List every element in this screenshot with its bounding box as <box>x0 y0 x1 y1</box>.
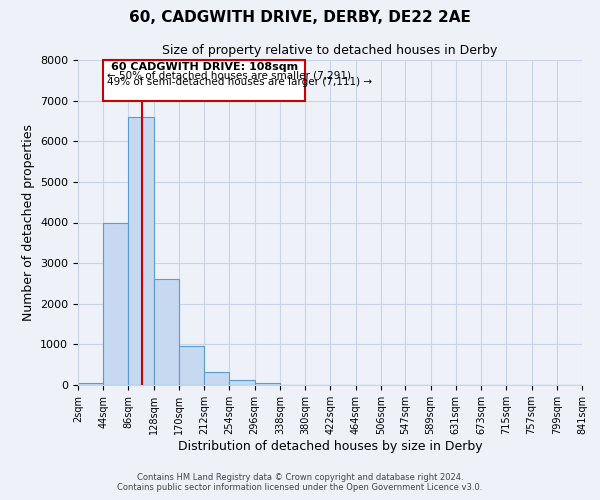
Text: Contains HM Land Registry data © Crown copyright and database right 2024.
Contai: Contains HM Land Registry data © Crown c… <box>118 473 482 492</box>
Text: ← 50% of detached houses are smaller (7,291): ← 50% of detached houses are smaller (7,… <box>107 70 351 81</box>
Bar <box>103 60 305 100</box>
Y-axis label: Number of detached properties: Number of detached properties <box>22 124 35 321</box>
Text: 49% of semi-detached houses are larger (7,111) →: 49% of semi-detached houses are larger (… <box>107 78 372 88</box>
Bar <box>154 280 179 385</box>
Text: 60 CADGWITH DRIVE: 108sqm: 60 CADGWITH DRIVE: 108sqm <box>110 62 298 72</box>
Bar <box>103 224 128 385</box>
X-axis label: Distribution of detached houses by size in Derby: Distribution of detached houses by size … <box>178 440 482 453</box>
Bar <box>179 346 204 385</box>
Bar <box>204 372 229 385</box>
Bar <box>254 382 280 385</box>
Bar <box>78 382 103 385</box>
Text: 60, CADGWITH DRIVE, DERBY, DE22 2AE: 60, CADGWITH DRIVE, DERBY, DE22 2AE <box>129 10 471 25</box>
Bar <box>229 380 254 385</box>
Bar <box>128 118 154 385</box>
Title: Size of property relative to detached houses in Derby: Size of property relative to detached ho… <box>163 44 497 58</box>
